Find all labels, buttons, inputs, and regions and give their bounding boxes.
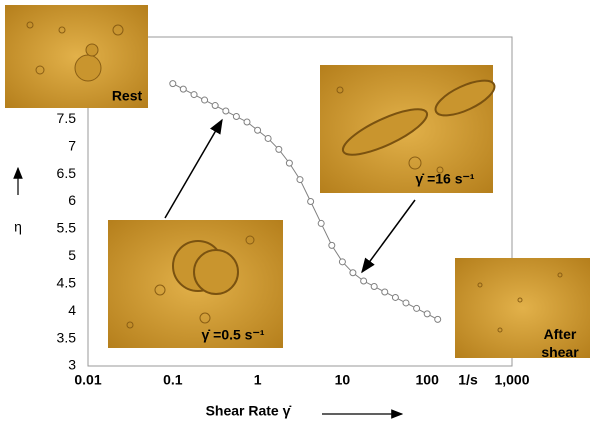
y-axis-label: η — [14, 219, 22, 235]
data-point — [307, 198, 315, 205]
arrow — [164, 118, 223, 219]
y-tick-label: 6 — [68, 192, 76, 208]
data-point — [285, 159, 293, 167]
data-point — [222, 107, 230, 115]
data-point — [402, 299, 410, 307]
data-point — [179, 85, 187, 93]
data-point — [423, 310, 431, 318]
data-point — [190, 91, 198, 99]
y-tick-label: 5 — [68, 247, 76, 263]
data-point — [370, 282, 378, 290]
data-point — [328, 241, 336, 249]
x-tick-label: 100 — [416, 372, 440, 388]
data-point — [169, 80, 177, 88]
y-tick-label: 3.5 — [57, 329, 77, 345]
photo-05: γ̇ =0.5 s⁻¹ — [108, 220, 283, 348]
data-point — [264, 134, 272, 142]
data-point — [296, 176, 304, 184]
data-point — [254, 126, 262, 134]
plot-frame — [87, 36, 513, 367]
photo-16: γ̇ =16 s⁻¹ — [320, 65, 496, 193]
data-point — [360, 277, 368, 285]
annotation: After shear — [541, 326, 579, 360]
data-point — [317, 219, 325, 227]
y-tick-label: 4.5 — [57, 274, 77, 290]
annotation: γ̇ =16 s⁻¹ — [415, 171, 474, 187]
x-axis-label: Shear Rate γ̇ — [206, 403, 292, 419]
y-tick-label: 4 — [68, 302, 76, 318]
data-point — [434, 315, 442, 323]
data-point — [413, 304, 421, 312]
x-tick-label: 1,000 — [494, 372, 529, 388]
arrow — [361, 199, 416, 274]
data-point — [201, 96, 209, 104]
annotation: γ̇ =0.5 s⁻¹ — [201, 327, 264, 343]
photo-after: After shear — [455, 258, 590, 360]
x-tick-label: 10 — [335, 372, 351, 388]
plot-area — [169, 80, 442, 323]
photo-rest: Rest — [5, 5, 148, 108]
data-point — [391, 293, 399, 301]
data-point — [243, 118, 251, 126]
data-point — [349, 269, 357, 277]
data-point — [338, 258, 346, 266]
y-tick-label: 5.5 — [57, 220, 77, 236]
data-point — [232, 113, 240, 121]
x-tick-label: 0.01 — [74, 372, 101, 388]
y-tick-label: 3 — [68, 357, 76, 373]
data-point — [381, 288, 389, 296]
x-tick-label: 0.1 — [163, 372, 183, 388]
annotation: Rest — [112, 88, 143, 104]
y-tick-label: 7.5 — [57, 110, 77, 126]
data-point — [211, 102, 219, 110]
y-tick-label: 6.5 — [57, 165, 77, 181]
y-tick-label: 7 — [68, 137, 76, 153]
x-unit: 1/s — [458, 372, 478, 388]
data-point — [275, 145, 283, 153]
x-tick-label: 1 — [254, 372, 262, 388]
